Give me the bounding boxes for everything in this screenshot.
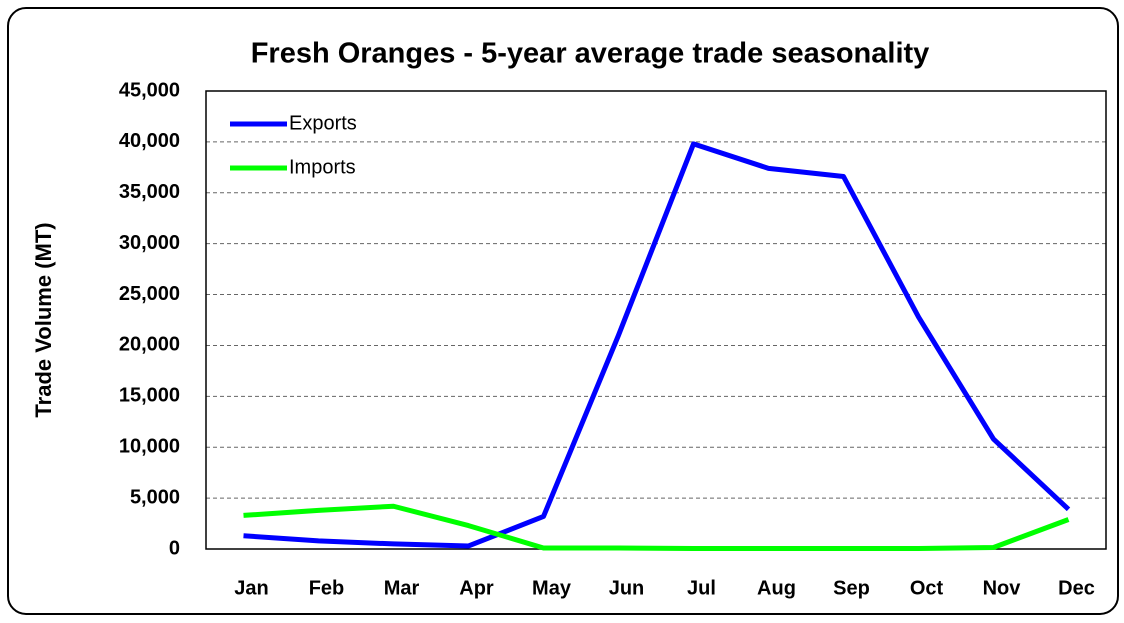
y-tick-label: 35,000: [119, 181, 180, 203]
x-tick-label: Jul: [687, 577, 716, 599]
y-tick-label: 20,000: [119, 334, 180, 356]
x-tick-label: Oct: [910, 577, 944, 599]
y-axis-title: Trade Volume (MT): [31, 222, 56, 417]
chart-frame: [7, 7, 1119, 615]
y-tick-label: 10,000: [119, 436, 180, 458]
series-line: [243, 141, 1071, 549]
x-tick-label: Apr: [459, 577, 494, 599]
x-tick-label: Feb: [309, 577, 345, 599]
x-tick-label: May: [532, 577, 572, 599]
series-line: [243, 503, 1070, 551]
y-tick-label: 30,000: [119, 232, 180, 254]
legend-label: Exports: [289, 112, 357, 134]
chart-title: Fresh Oranges - 5-year average trade sea…: [251, 38, 930, 70]
x-tick-label: Jan: [234, 577, 268, 599]
y-tick-label: 40,000: [119, 130, 180, 152]
x-tick-label: Nov: [983, 577, 1022, 599]
y-tick-label: 45,000: [119, 79, 180, 101]
y-tick-label: 5,000: [130, 486, 180, 508]
y-tick-label: 25,000: [119, 283, 180, 305]
y-tick-label: 0: [169, 537, 180, 559]
x-tick-label: Sep: [833, 577, 870, 599]
x-tick-label: Aug: [757, 577, 796, 599]
x-tick-label: Jun: [609, 577, 645, 599]
legend-label: Imports: [289, 156, 356, 178]
x-tick-label: Dec: [1058, 577, 1095, 599]
x-tick-label: Mar: [384, 577, 420, 599]
y-tick-label: 15,000: [119, 385, 180, 407]
